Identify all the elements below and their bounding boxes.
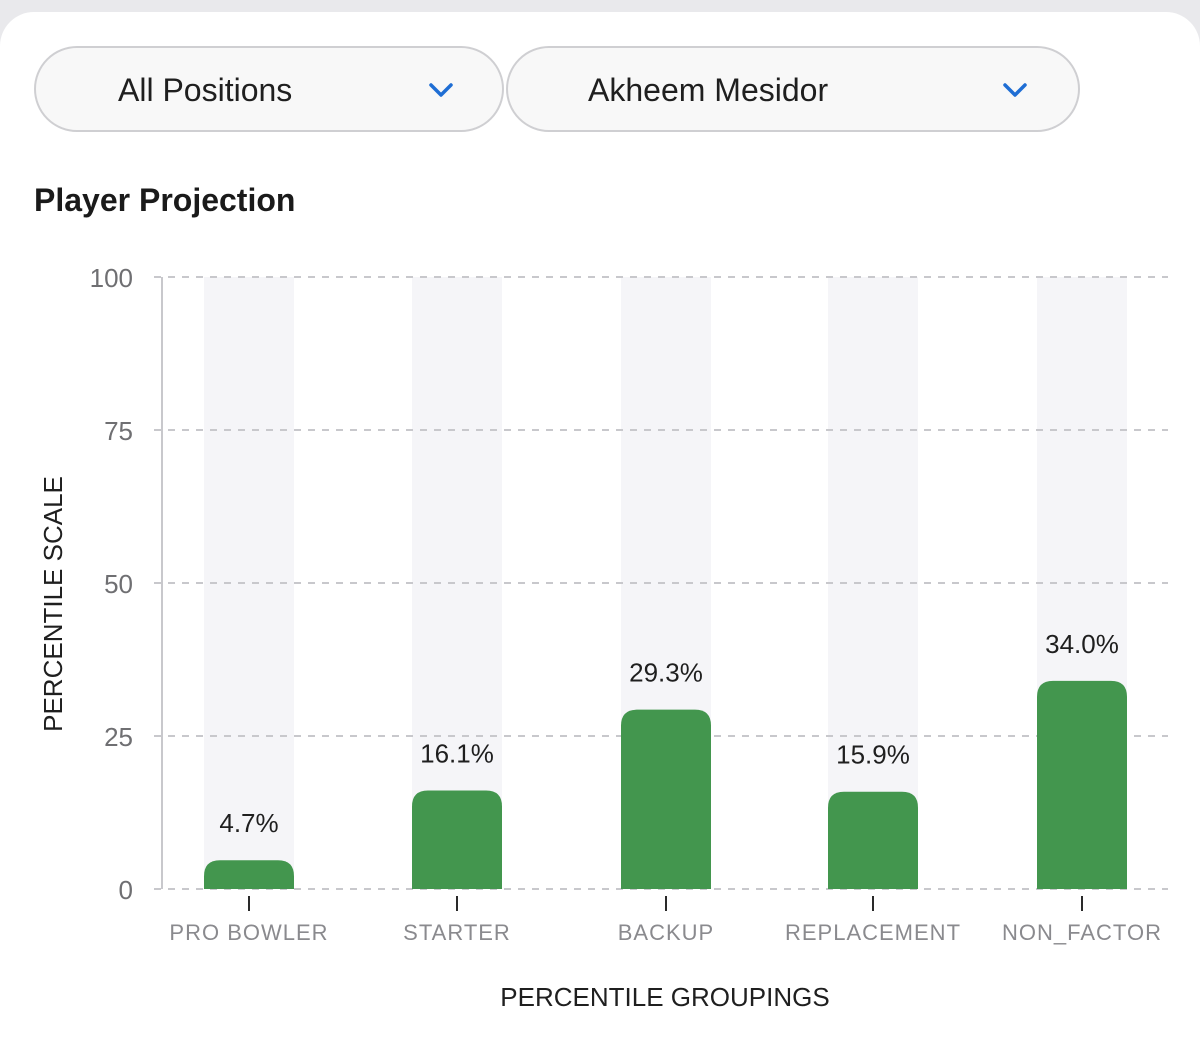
y-tick-label: 75 [104,416,133,446]
player-filter-value: Akheem Mesidor [588,72,829,108]
bar-value-label: 29.3% [629,658,703,688]
bar-non-factor [1037,680,1127,889]
bar-value-label: 16.1% [420,738,494,768]
bar-replacement [828,791,918,889]
bar-value-label: 4.7% [219,808,278,838]
bar-value-label: 34.0% [1045,629,1119,659]
player-filter-dropdown[interactable]: Akheem Mesidor [506,46,1080,132]
x-tick-label: STARTER [403,920,511,945]
section-title: Player Projection [34,182,296,218]
projection-bar-chart: 0 25 50 75 100 PERCENTILE SCALE 4.7% PRO BOWLER… [38,263,1168,1012]
chevron-down-icon [429,83,453,97]
x-tick-label: NON_FACTOR [1002,920,1162,945]
bar-track [204,277,294,889]
y-axis-title: PERCENTILE SCALE [38,476,68,732]
y-tick-label: 25 [104,722,133,752]
x-tick-label: PRO BOWLER [169,920,328,945]
bar-starter [412,790,502,889]
projection-card [0,12,1200,1052]
x-tick-label: BACKUP [618,920,714,945]
y-tick-label: 0 [119,875,133,905]
y-tick-label: 100 [90,263,133,293]
bar-backup [621,709,711,889]
bar-value-label: 15.9% [836,740,910,770]
bar-pro-bowler [204,860,294,889]
position-filter-value: All Positions [118,72,293,108]
x-axis-title: PERCENTILE GROUPINGS [500,982,829,1012]
y-tick-label: 50 [104,569,133,599]
x-tick-label: REPLACEMENT [785,920,961,945]
chevron-down-icon [1003,83,1027,97]
position-filter-dropdown[interactable]: All Positions [34,46,504,132]
